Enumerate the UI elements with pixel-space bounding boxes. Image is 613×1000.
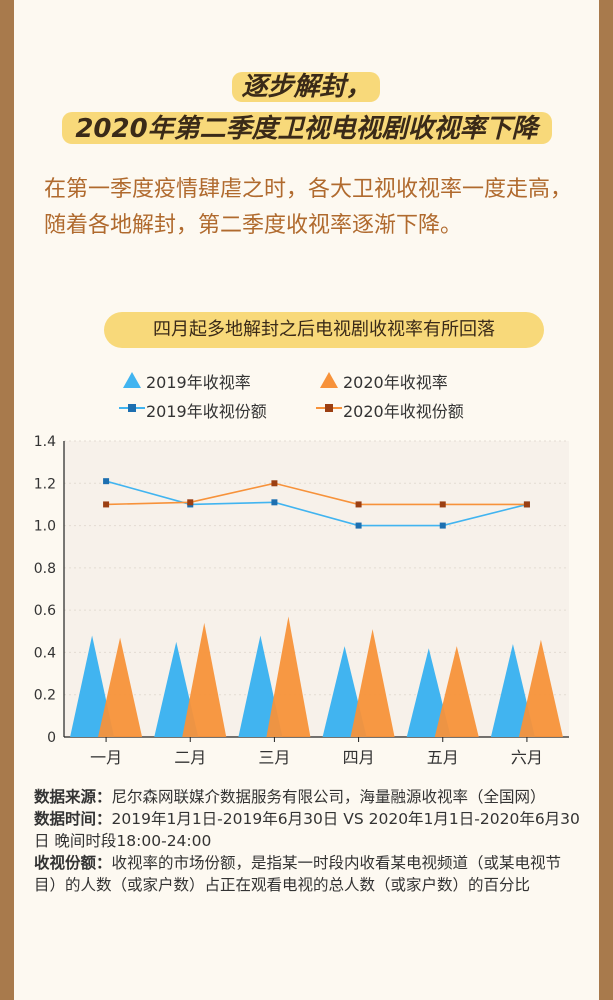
legend-2020-share: 2020年收视份额 — [343, 402, 464, 421]
y-tick-label: 0 — [47, 730, 56, 746]
y-tick-label: 0.6 — [34, 603, 56, 619]
share-line — [105, 480, 528, 527]
triangle-mark — [350, 629, 395, 737]
legend-triangle-2020-icon — [320, 372, 338, 388]
share-point — [523, 501, 530, 508]
headline-line1: 逐步解封， — [241, 72, 372, 102]
note-period: 数据时间：2019年1月1日-2019年6月30日 VS 2020年1月1日-2… — [34, 810, 580, 850]
share-point — [355, 522, 362, 529]
headline-highlight-1 — [232, 72, 380, 102]
legend-triangle-2019-icon — [123, 372, 141, 388]
triangle-mark — [70, 635, 115, 737]
notes-block: 数据来源：尼尔森网联媒介数据服务有限公司，海量融源收视率（全国网） 数据时间：2… — [34, 786, 584, 896]
triangle-mark — [518, 639, 563, 737]
plot-area — [64, 441, 569, 737]
triangle-mark — [266, 616, 311, 737]
infographic-panel: 逐步解封， 2020年第二季度卫视电视剧收视率下降 在第一季度疫情肆虐之时，各大… — [14, 0, 599, 1000]
share-point — [187, 499, 194, 506]
share-point — [271, 499, 278, 506]
note-share-definition: 收视份额：收视率的市场份额，是指某一时段内收看某电视频道（或某电视节目）的人数（… — [34, 854, 562, 894]
triangle-mark — [490, 643, 535, 737]
share-point — [103, 478, 110, 485]
y-tick-label: 0.2 — [34, 688, 56, 704]
y-tick-label: 1.2 — [34, 476, 56, 492]
share-point — [271, 480, 278, 487]
x-tick-label: 一月 — [90, 748, 122, 767]
share-point — [355, 501, 362, 508]
chart-svg: 0 0.2 0.4 0.6 0.8 1.0 1.2 1.4 一月 二月 三月 四月 五月 六月 — [34, 434, 569, 767]
x-tick-label: 二月 — [174, 748, 206, 767]
y-tick-label: 0.8 — [34, 561, 56, 577]
x-tick-label: 六月 — [511, 748, 543, 767]
legend-2019-rating: 2019年收视率 — [146, 373, 251, 392]
share-point — [439, 522, 446, 529]
share-line — [106, 482, 527, 506]
triangle-mark — [406, 648, 451, 737]
y-tick-label: 1.4 — [34, 434, 56, 450]
legend-line-2019-icon — [119, 404, 145, 412]
share-point — [439, 501, 446, 508]
headline-line2: 2020年第二季度卫视电视剧收视率下降 — [75, 114, 538, 144]
triangle-mark — [434, 646, 479, 737]
headline-highlight-2 — [62, 112, 552, 144]
x-tick-label: 三月 — [258, 748, 290, 767]
legend-2020-rating: 2020年收视率 — [343, 373, 448, 392]
x-tick-label: 四月 — [343, 748, 375, 767]
legend-2019-share: 2019年收视份额 — [146, 402, 267, 421]
triangle-mark — [182, 622, 227, 737]
y-tick-label: 1.0 — [34, 519, 56, 535]
note-source: 数据来源：尼尔森网联媒介数据服务有限公司，海量融源收视率（全国网） — [34, 788, 546, 806]
chart-title: 四月起多地解封之后电视剧收视率有所回落 — [104, 312, 544, 348]
x-tick-label: 五月 — [427, 748, 459, 767]
intro-paragraph: 在第一季度疫情肆虐之时，各大卫视收视率一度走高，随着各地解封，第二季度收视率逐渐… — [44, 177, 573, 238]
triangle-mark — [98, 637, 143, 737]
y-tick-label: 0.4 — [34, 645, 56, 661]
legend-line-2020-icon — [316, 404, 342, 412]
share-point — [103, 501, 110, 508]
